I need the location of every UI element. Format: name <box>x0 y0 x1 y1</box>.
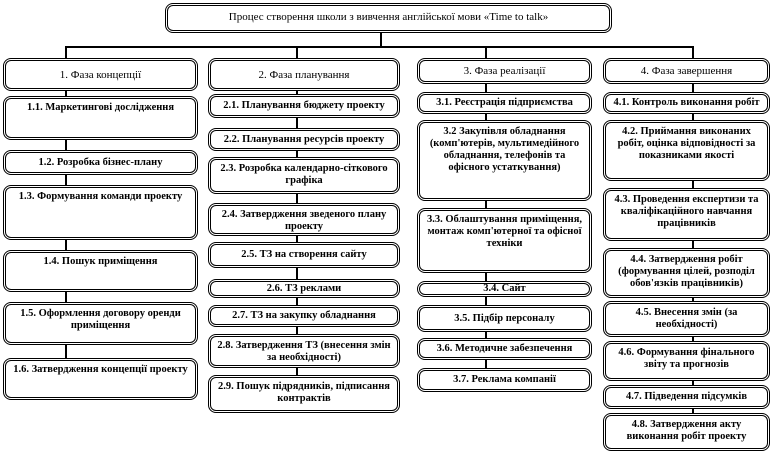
phase-box: 4. Фаза завершення <box>603 58 770 84</box>
step-box: 3.5. Підбір персоналу <box>417 305 592 332</box>
step-box: 4.6. Формування фінального звіту та прог… <box>603 341 770 381</box>
step-box: 1.5. Оформлення договору оренди приміщен… <box>3 302 198 345</box>
step-box: 4.1. Контроль виконання робіт <box>603 92 770 114</box>
phase-connector <box>65 46 693 48</box>
step-box: 3.1. Реєстрація підприємства <box>417 92 592 114</box>
step-box: 2.9. Пошук підрядників, підписання контр… <box>208 375 400 413</box>
step-box: 2.2. Планування ресурсів проекту <box>208 128 400 151</box>
step-box: 2.6. ТЗ реклами <box>208 279 400 298</box>
step-box: 4.5. Внесення змін (за необхідності) <box>603 301 770 337</box>
step-box: 4.8. Затвердження акту виконання робіт п… <box>603 413 770 451</box>
step-box: 4.7. Підведення підсумків <box>603 385 770 409</box>
step-box: 3.2 Закупівля обладнання (комп'ютерів, м… <box>417 120 592 201</box>
phase-box: 1. Фаза концепції <box>3 58 198 91</box>
step-box: 3.6. Методичне забезпечення <box>417 338 592 360</box>
title-connector <box>380 32 382 47</box>
phase-box: 3. Фаза реалізації <box>417 58 592 84</box>
step-box: 4.3. Проведення експертизи та кваліфікац… <box>603 188 770 241</box>
step-box: 1.2. Розробка бізнес-плану <box>3 150 198 175</box>
step-box: 2.7. ТЗ на закупку обладнання <box>208 305 400 327</box>
step-box: 3.3. Облаштування приміщення, монтаж ком… <box>417 208 592 273</box>
column-connector <box>485 46 487 368</box>
step-box: 2.1. Планування бюджету проекту <box>208 94 400 118</box>
step-box: 1.6. Затвердження концепції проекту <box>3 358 198 400</box>
step-box: 1.3. Формування команди проекту <box>3 185 198 240</box>
step-box: 3.4. Сайт <box>417 281 592 297</box>
step-box: 2.3. Розробка календарно-сіткового графі… <box>208 157 400 194</box>
step-box: 2.4. Затвердження зведеного плану проект… <box>208 203 400 236</box>
step-box: 3.7. Реклама компанії <box>417 368 592 392</box>
step-box: 4.2. Приймання виконаних робіт, оцінка в… <box>603 120 770 181</box>
step-box: 1.4. Пошук приміщення <box>3 250 198 292</box>
step-box: 4.4. Затвердження робіт (формування ціле… <box>603 248 770 298</box>
step-box: 2.8. Затвердження ТЗ (внесення змін за н… <box>208 334 400 368</box>
step-box: 1.1. Маркетингові дослідження <box>3 96 198 140</box>
phase-box: 2. Фаза планування <box>208 58 400 91</box>
diagram-title: Процес створення школи з вивчення англій… <box>165 3 612 33</box>
step-box: 2.5. ТЗ на створення сайту <box>208 242 400 268</box>
